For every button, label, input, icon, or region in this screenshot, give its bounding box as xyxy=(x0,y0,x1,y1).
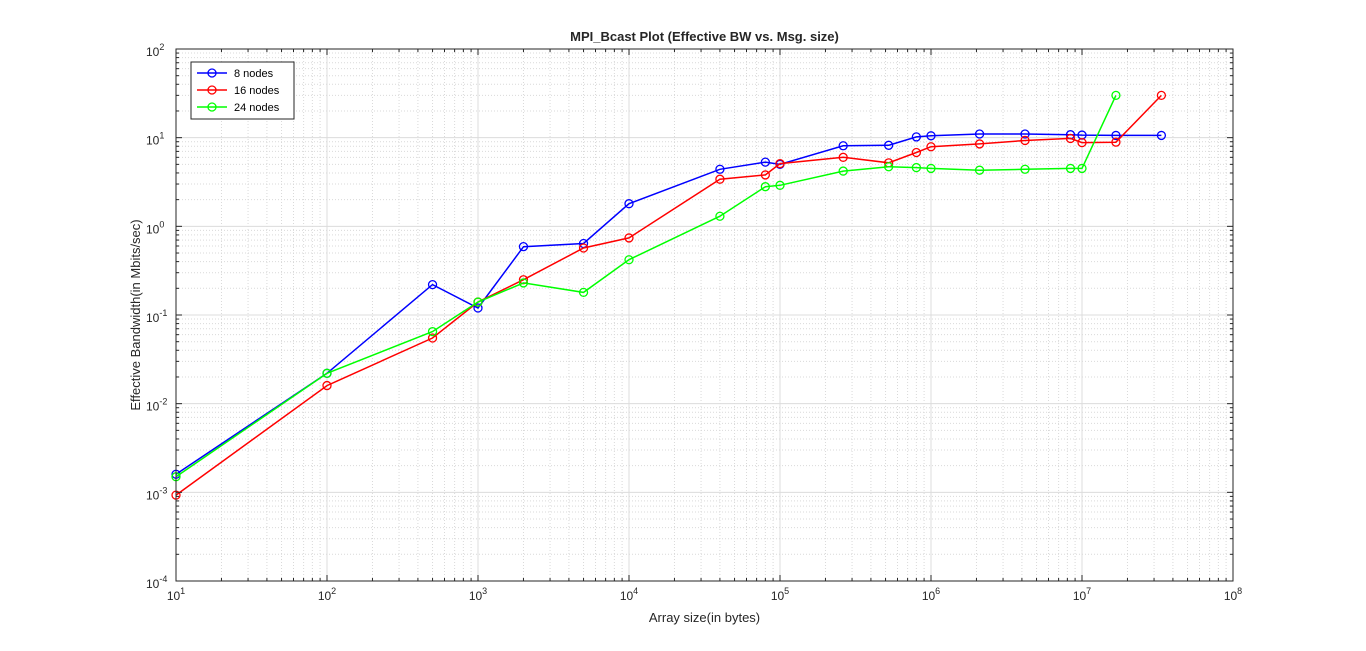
data-point xyxy=(322,368,332,378)
legend-item: 16 nodes xyxy=(197,85,280,97)
data-point xyxy=(427,326,438,337)
data-point xyxy=(775,180,785,190)
data-point xyxy=(775,158,785,169)
data-point xyxy=(974,165,985,175)
data-point xyxy=(1077,137,1087,148)
data-point xyxy=(974,139,985,149)
x-tick-exponent: 6 xyxy=(935,586,940,596)
data-point xyxy=(1077,163,1087,174)
data-point xyxy=(911,162,922,173)
legend-label: 8 nodes xyxy=(234,68,274,80)
data-point xyxy=(578,287,589,298)
data-point xyxy=(926,163,936,174)
legend-marker xyxy=(207,102,217,112)
data-point xyxy=(518,278,529,288)
legend-item: 8 nodes xyxy=(197,68,274,80)
data-point xyxy=(624,199,634,209)
x-tick-exponent: 2 xyxy=(331,586,336,596)
legend-label: 24 nodes xyxy=(234,102,280,114)
y-tick-exponent: -1 xyxy=(159,308,167,318)
data-point xyxy=(760,157,771,167)
data-point xyxy=(1111,137,1121,147)
data-point xyxy=(1156,90,1167,101)
series-layer xyxy=(171,90,1167,500)
x-tick-exponent: 5 xyxy=(784,586,789,596)
data-point xyxy=(427,279,438,290)
data-point xyxy=(838,141,848,151)
x-tick-exponent: 7 xyxy=(1086,586,1091,596)
data-point xyxy=(1111,130,1121,141)
x-tick-exponent: 4 xyxy=(633,586,638,596)
x-tick-exponent: 1 xyxy=(180,586,185,596)
data-point xyxy=(926,131,936,141)
data-point xyxy=(624,233,634,243)
data-point xyxy=(715,211,725,221)
x-axis-label: Array size(in bytes) xyxy=(649,610,760,625)
x-tick-exponent: 3 xyxy=(482,586,487,596)
data-point xyxy=(1065,133,1076,144)
y-tick-exponent: -4 xyxy=(159,574,167,584)
data-point xyxy=(838,166,848,176)
x-tick-exponent: 8 xyxy=(1237,586,1242,596)
data-point xyxy=(974,129,985,139)
y-axis-label: Effective Bandwidth(in Mbits/sec) xyxy=(128,219,143,410)
data-point xyxy=(715,164,725,174)
chart-title: MPI_Bcast Plot (Effective BW vs. Msg. si… xyxy=(570,29,839,44)
data-point xyxy=(473,303,483,313)
series-3 xyxy=(171,90,1121,482)
data-point xyxy=(1020,135,1030,146)
data-point xyxy=(1020,164,1030,174)
y-tick-exponent: -3 xyxy=(159,485,167,495)
data-point xyxy=(1065,163,1076,174)
data-point xyxy=(473,297,483,307)
data-point xyxy=(1111,90,1121,101)
data-point xyxy=(911,132,922,142)
series-line xyxy=(175,95,1117,478)
data-point xyxy=(926,142,936,152)
data-point xyxy=(760,170,771,180)
data-point xyxy=(624,255,634,265)
data-point xyxy=(578,243,589,253)
data-point xyxy=(1020,129,1030,139)
data-point xyxy=(427,333,438,343)
y-tick-exponent: 1 xyxy=(159,131,164,141)
y-tick-exponent: -2 xyxy=(159,397,167,407)
legend: 8 nodes 16 nodes 24 nodes xyxy=(190,61,295,120)
data-point xyxy=(1156,130,1167,141)
legend-item: 24 nodes xyxy=(197,102,280,114)
data-point xyxy=(322,380,332,391)
data-point xyxy=(715,174,725,184)
data-point xyxy=(911,147,922,158)
data-point xyxy=(760,182,771,192)
data-point xyxy=(518,242,529,252)
y-tick-exponent: 2 xyxy=(159,42,164,52)
minor-grid xyxy=(176,49,1233,581)
y-tick-exponent: 0 xyxy=(159,219,164,229)
legend-marker xyxy=(207,85,217,95)
data-point xyxy=(838,152,848,162)
data-point xyxy=(884,162,894,172)
axis-ticks xyxy=(175,48,1234,582)
legend-label: 16 nodes xyxy=(234,85,280,97)
legend-marker xyxy=(207,68,217,78)
data-point xyxy=(884,140,894,150)
